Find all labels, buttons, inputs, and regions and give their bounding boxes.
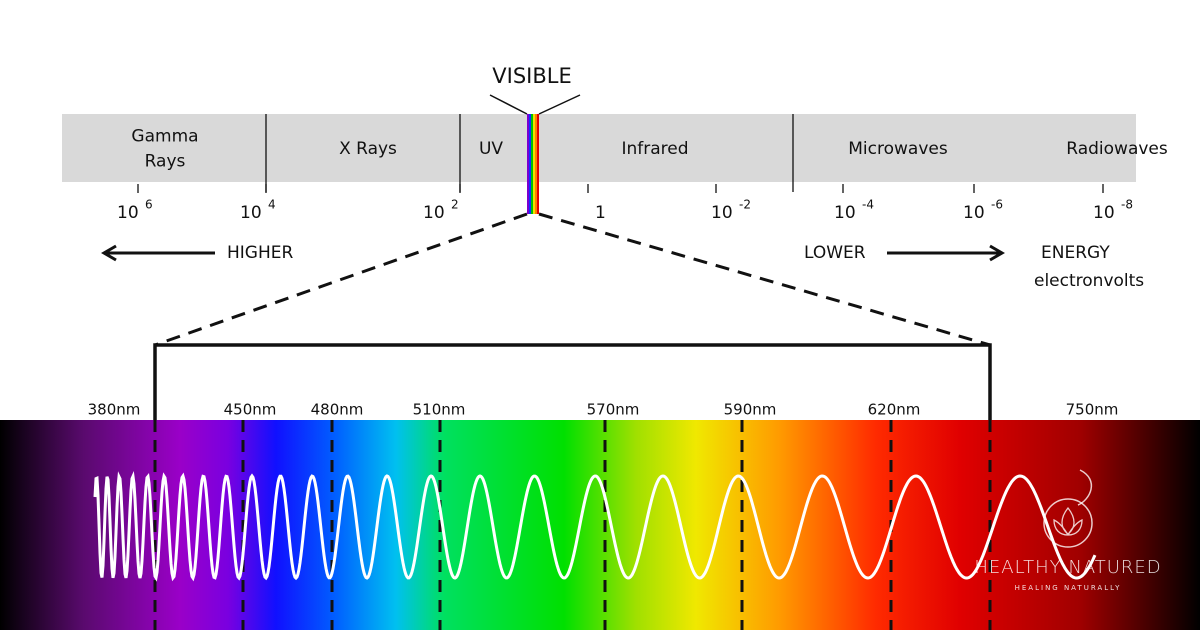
- band-label: UV: [479, 139, 503, 159]
- energy-tick-exponent: -8: [1121, 198, 1133, 212]
- wavelength-label: 620nm: [868, 401, 921, 419]
- wave: [93, 471, 1097, 582]
- band-label: Gamma: [131, 127, 198, 147]
- energy-tick-exponent: -4: [862, 198, 874, 212]
- energy-tick-base: 10: [711, 203, 733, 223]
- logo-tagline: HEALING NATURALLY: [1015, 584, 1122, 592]
- logo: HEALTHY NATURED HEALING NATURALLY: [974, 469, 1161, 592]
- energy-tick-base: 10: [240, 203, 262, 223]
- energy-tick-exponent: -2: [739, 198, 751, 212]
- visible-stripe: [527, 114, 539, 214]
- band-dividers: [265, 114, 794, 192]
- wavelength-label: 480nm: [311, 401, 364, 419]
- wavelength-label: 590nm: [724, 401, 777, 419]
- band-label: Radiowaves: [1066, 139, 1168, 159]
- lower-label: LOWER: [804, 243, 866, 263]
- band-label: X Rays: [339, 139, 397, 159]
- band-label: Rays: [145, 152, 186, 172]
- zoom-lines: [154, 212, 991, 347]
- energy-tick-base: 10: [963, 203, 985, 223]
- energy-tick-base: 10: [1093, 203, 1115, 223]
- visible-label: VISIBLE: [492, 64, 571, 88]
- wavelength-label: 750nm: [1066, 401, 1119, 419]
- energy-arrows: [101, 244, 1005, 262]
- energy-tick-base: 10: [117, 203, 139, 223]
- band-label: Microwaves: [848, 139, 948, 159]
- wavelength-label: 380nm: [88, 401, 141, 419]
- visible-spectrum: [0, 420, 1200, 630]
- logo-name: HEALTHY NATURED: [974, 557, 1161, 578]
- visible-pointer: [489, 94, 581, 115]
- wavelength-label: 510nm: [413, 401, 466, 419]
- energy-tick-base: 10: [423, 203, 445, 223]
- energy-unit: electronvolts: [1034, 271, 1144, 291]
- energy-tick-exponent: 4: [268, 198, 276, 212]
- energy-tick-base: 10: [834, 203, 856, 223]
- wavelength-label: 450nm: [224, 401, 277, 419]
- energy-tick-exponent: 6: [145, 198, 153, 212]
- energy-tick-exponent: -6: [991, 198, 1003, 212]
- energy-label: ENERGY: [1041, 243, 1110, 263]
- band-label: Infrared: [621, 139, 688, 159]
- higher-label: HIGHER: [227, 243, 293, 263]
- zoom-bracket: [153, 343, 992, 420]
- wavelength-label: 570nm: [587, 401, 640, 419]
- band-bar: [62, 114, 1136, 182]
- energy-tick-base: 1: [595, 203, 606, 223]
- energy-tick-exponent: 2: [451, 198, 459, 212]
